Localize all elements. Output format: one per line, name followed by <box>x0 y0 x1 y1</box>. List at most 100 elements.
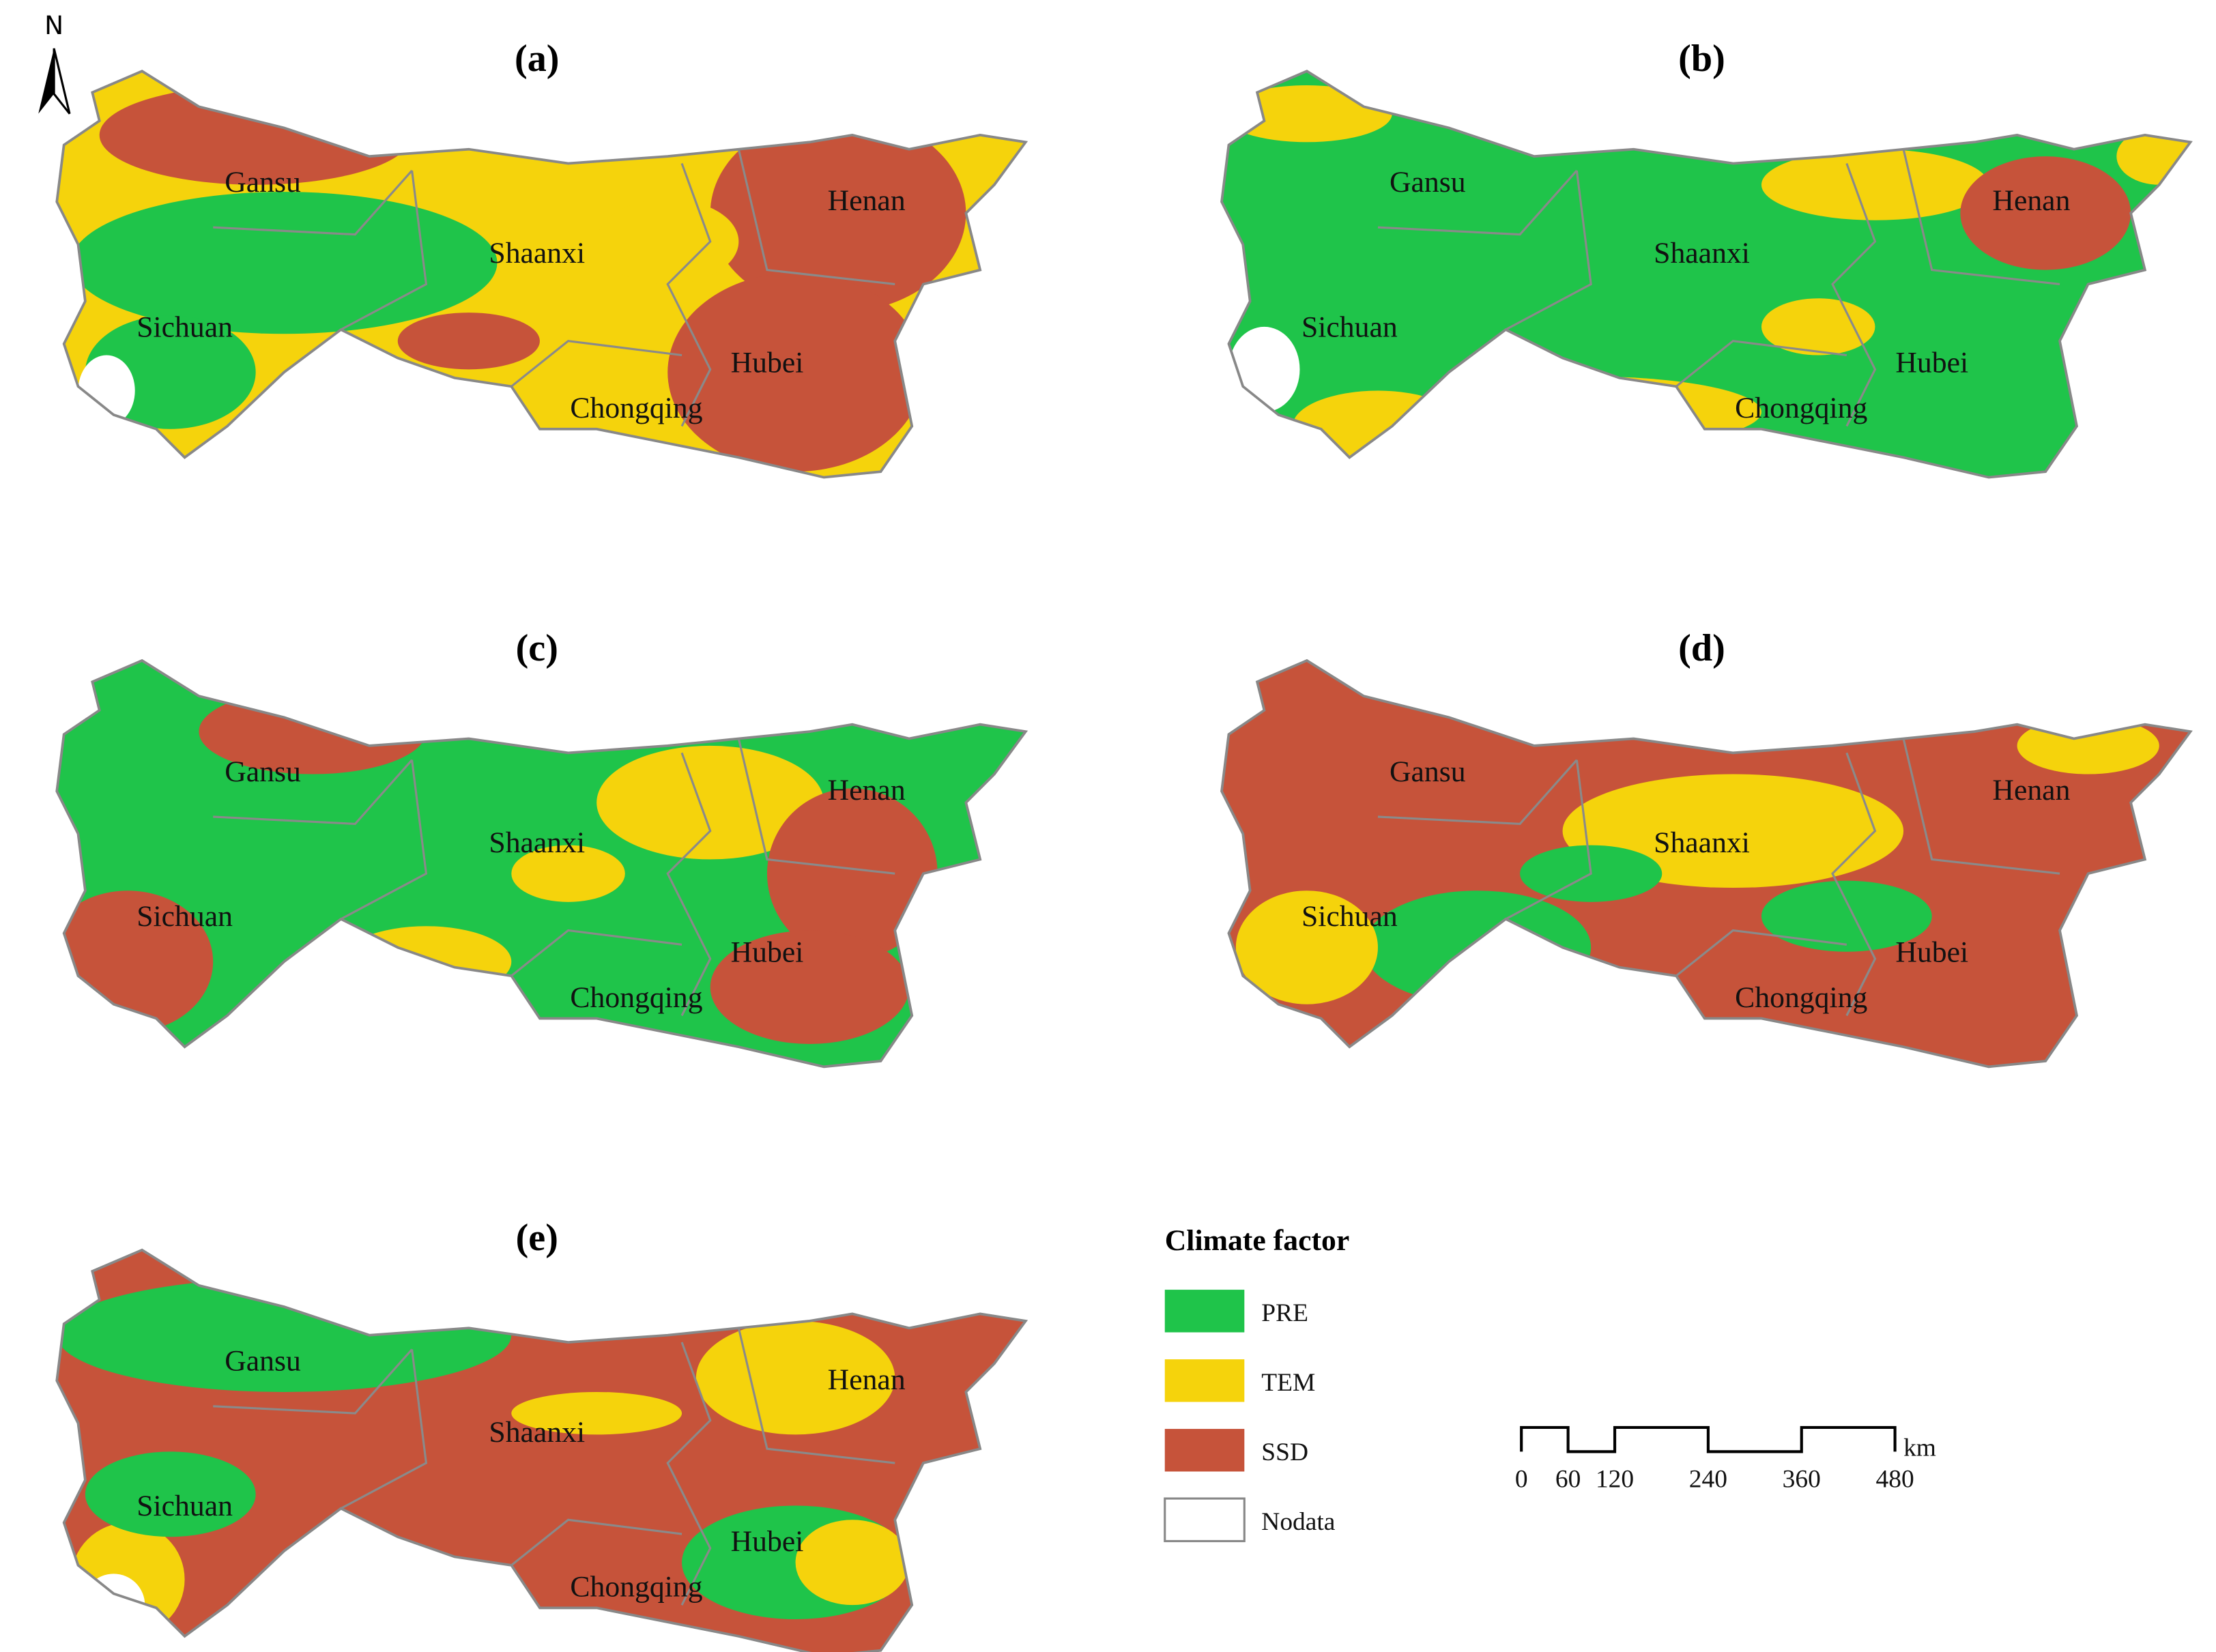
region-outline <box>55 1248 1028 1652</box>
province-border <box>1675 340 1847 388</box>
province-label: Shaanxi <box>489 237 585 270</box>
legend-swatch <box>1164 1497 1246 1543</box>
province-border <box>510 1518 682 1567</box>
province-label: Gansu <box>1390 755 1466 788</box>
province-border <box>1675 929 1847 977</box>
legend-swatch <box>1164 1290 1245 1333</box>
legend-title: Climate factor <box>1165 1224 1349 1257</box>
region-fill <box>1222 71 2191 478</box>
province-border <box>1902 149 2060 285</box>
region-patch <box>341 926 512 998</box>
province-label: Hubei <box>1895 346 1968 379</box>
region-fill <box>1222 661 2191 1067</box>
map-panel: (c) Gansu Shaanxi Henan Sichuan Hubei Chongqin… <box>55 627 1028 1069</box>
province-border <box>666 1342 712 1606</box>
region-patch <box>1228 326 1300 412</box>
province-border <box>510 929 682 977</box>
map-panel: (a) Gansu Shaanxi Henan Sichuan Hubei Chongqin… <box>55 38 1028 479</box>
region-patch <box>1761 880 1932 952</box>
region-patch <box>1761 149 1989 220</box>
panel-label: (e) <box>516 1217 558 1259</box>
region-patch <box>85 1451 256 1537</box>
province-border <box>340 759 428 921</box>
province-label: Hubei <box>731 1525 804 1558</box>
scale-tick-label: 360 <box>1783 1465 1821 1493</box>
region-patch <box>397 313 540 370</box>
region-patch <box>596 199 739 285</box>
scale-tick-label: 240 <box>1689 1465 1727 1493</box>
legend-label: Nodata <box>1261 1508 1336 1536</box>
region-patch <box>1222 85 1392 143</box>
province-label: Chongqing <box>570 1571 702 1604</box>
province-border <box>737 149 895 285</box>
panel-label: (d) <box>1678 627 1725 669</box>
province-label: Hubei <box>731 936 804 968</box>
region-patch <box>78 355 135 426</box>
province-label: Chongqing <box>1735 392 1867 424</box>
province-border <box>666 752 712 1017</box>
region-patch <box>795 1520 910 1606</box>
province-border <box>1505 170 1592 331</box>
region-patch <box>766 788 938 959</box>
region-fill <box>57 71 1026 478</box>
province-label: Chongqing <box>570 392 702 424</box>
north-label: N <box>44 10 63 40</box>
region-patch <box>71 192 498 334</box>
legend-label: TEM <box>1261 1369 1315 1397</box>
province-border <box>510 340 682 388</box>
legend-label: SSD <box>1261 1438 1308 1466</box>
province-border <box>1831 162 1877 427</box>
map-panel: (d) Gansu Shaanxi Henan Sichuan Hubei Chongqin… <box>1220 627 2193 1069</box>
region-patch <box>1960 156 2131 270</box>
province-border <box>1902 738 2060 875</box>
north-arrow <box>53 48 71 115</box>
region-patch <box>695 1320 895 1435</box>
province-label: Sichuan <box>136 900 233 933</box>
legend-swatch <box>1164 1429 1245 1472</box>
province-border <box>737 738 895 875</box>
province-label: Gansu <box>1390 166 1466 199</box>
province-label: Shaanxi <box>1654 826 1750 859</box>
province-border <box>213 759 413 825</box>
province-label: Shaanxi <box>1654 237 1750 270</box>
province-label: Henan <box>828 774 906 807</box>
province-border <box>340 170 428 331</box>
province-label: Henan <box>828 184 906 217</box>
province-border <box>1505 759 1592 921</box>
region-patch <box>1235 890 1378 1004</box>
map-panel: (e) Gansu Shaanxi Henan Sichuan Hubei Chongqin… <box>55 1217 1028 1652</box>
province-label: Shaanxi <box>489 1416 585 1449</box>
panel-label: (b) <box>1678 38 1725 80</box>
province-label: Henan <box>1992 184 2070 217</box>
province-border <box>737 1327 895 1464</box>
province-label: Hubei <box>1895 936 1968 968</box>
panel-label: (c) <box>516 627 558 669</box>
province-border <box>1377 169 1578 236</box>
region-fill <box>57 1249 1026 1652</box>
map-panel: (b) Gansu Shaanxi Henan Sichuan Hubei Chongqin… <box>1220 38 2193 479</box>
scale-bar <box>1520 1425 1897 1453</box>
province-label: Gansu <box>225 166 301 199</box>
region-patch <box>1293 390 1463 462</box>
province-border <box>213 169 413 236</box>
region-patch <box>1364 890 1592 1004</box>
region-patch <box>82 1574 145 1636</box>
region-patch <box>511 1391 682 1435</box>
scale-tick-label: 60 <box>1555 1465 1581 1493</box>
north-arrow <box>38 48 55 114</box>
scale-unit: km <box>1903 1434 1936 1462</box>
scale-tick-label: 120 <box>1596 1465 1634 1493</box>
region-patch <box>1420 376 1761 448</box>
province-label: Sichuan <box>1301 310 1398 343</box>
region-patch <box>710 113 966 313</box>
province-label: Sichuan <box>136 1490 233 1522</box>
province-label: Hubei <box>731 346 804 379</box>
province-border <box>666 162 712 427</box>
scale-tick-label: 0 <box>1515 1465 1528 1493</box>
region-patch <box>511 845 625 902</box>
province-label: Sichuan <box>136 310 233 343</box>
panel-label: (a) <box>515 38 560 80</box>
province-label: Sichuan <box>1301 900 1398 933</box>
province-label: Shaanxi <box>489 826 585 859</box>
